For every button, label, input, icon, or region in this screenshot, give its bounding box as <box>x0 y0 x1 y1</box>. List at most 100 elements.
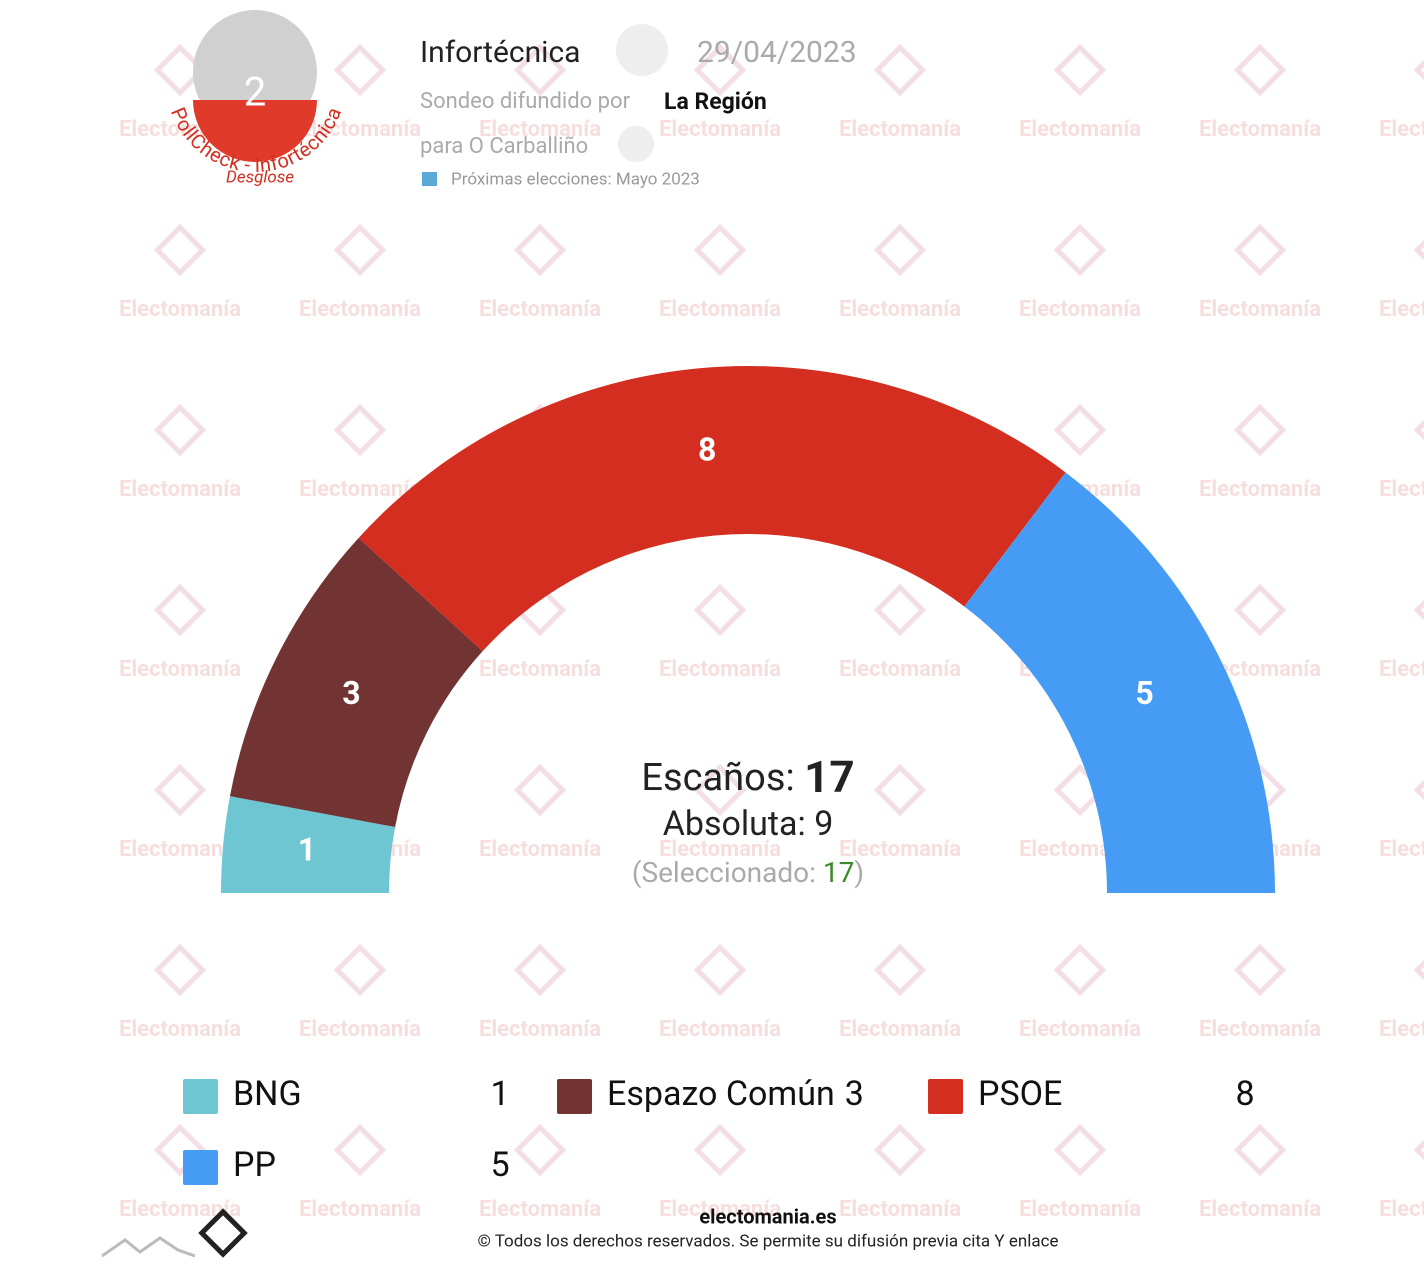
watermark-icon <box>1233 583 1287 637</box>
watermark-icon <box>1233 1123 1287 1177</box>
footer-line <box>101 1236 196 1258</box>
segment-label: 1 <box>298 831 316 869</box>
watermark-text: Electomanía <box>299 1197 421 1222</box>
watermark-text: Electomanía <box>1199 477 1321 502</box>
next-elections: Próximas elecciones: Mayo 2023 <box>451 169 700 189</box>
watermark-icon <box>873 763 927 817</box>
segment-label: 3 <box>342 674 360 712</box>
watermark-text: Electomanía <box>119 657 241 682</box>
watermark-text: Electomanía <box>299 297 421 322</box>
watermark-text: Electomanía <box>479 297 601 322</box>
watermark-text: Electomanía <box>479 837 601 862</box>
watermark-icon <box>693 1123 747 1177</box>
watermark-icon <box>1053 223 1107 277</box>
media[interactable]: La Región <box>664 88 767 115</box>
watermark-text: Electomanía <box>119 297 241 322</box>
watermark-icon <box>333 943 387 997</box>
footer-rights: © Todos los derechos reservados. Se perm… <box>477 1231 1058 1251</box>
watermark-text: Electomanía <box>1199 1017 1321 1042</box>
legend: BNG 1 Espazo Común 3 PSOE 8 PP 5 <box>183 1074 1255 1185</box>
watermark-icon <box>333 223 387 277</box>
legend-name: PP <box>233 1145 276 1185</box>
watermark-text: Electomanía <box>1199 297 1321 322</box>
watermark-icon <box>693 223 747 277</box>
watermark-text: Electomanía <box>1379 1197 1424 1222</box>
watermark-icon <box>513 223 567 277</box>
watermark-icon <box>1413 1123 1424 1177</box>
watermark-text: Electomanía <box>1379 657 1424 682</box>
watermark-text: Electomanía <box>119 1197 241 1222</box>
watermark-icon <box>513 43 567 97</box>
watermark-icon <box>873 583 927 637</box>
watermark-icon <box>1053 43 1107 97</box>
watermark-icon <box>153 43 207 97</box>
watermark-icon <box>153 763 207 817</box>
watermark-text: Electomanía <box>479 1197 601 1222</box>
watermark-icon <box>153 583 207 637</box>
watermark-text: Electomanía <box>299 117 421 142</box>
watermark-text: Electomanía <box>659 117 781 142</box>
watermark-text: Electomanía <box>1379 477 1424 502</box>
legend-icon <box>928 1079 963 1114</box>
watermark-icon <box>333 1123 387 1177</box>
badge-link[interactable]: Desglose <box>226 167 294 187</box>
selected-value: 17 <box>823 856 854 889</box>
watermark-icon <box>1053 943 1107 997</box>
majority-label: Absoluta: <box>663 804 806 844</box>
legend-icon <box>183 1150 218 1185</box>
watermark-text: Electomanía <box>479 1017 601 1042</box>
watermark-text: Electomanía <box>839 657 961 682</box>
watermark-icon <box>1053 403 1107 457</box>
watermark-icon <box>153 943 207 997</box>
watermark-icon <box>1233 43 1287 97</box>
watermark-text: Electomanía <box>839 297 961 322</box>
legend-value: 8 <box>1235 1074 1254 1114</box>
watermark-text: Electomanía <box>119 477 241 502</box>
pollster-logo <box>616 24 668 76</box>
watermark-text: Electomanía <box>1379 297 1424 322</box>
watermark-icon <box>1233 223 1287 277</box>
watermark-text: Electomanía <box>839 837 961 862</box>
legend-value: 3 <box>845 1074 864 1114</box>
watermark-icon <box>1413 43 1424 97</box>
watermark-icon <box>1053 1123 1107 1177</box>
legend-value: 1 <box>490 1074 509 1114</box>
seat-segment <box>964 472 1275 893</box>
watermark-icon <box>333 43 387 97</box>
watermark-icon <box>153 403 207 457</box>
ballot-icon <box>422 172 437 186</box>
watermark-icon <box>693 943 747 997</box>
legend-icon <box>183 1079 218 1114</box>
selected-label: (Seleccionado: <box>632 856 816 889</box>
segment-label: 5 <box>1135 674 1153 712</box>
watermark-icon <box>873 1123 927 1177</box>
selected: (Seleccionado: 17) <box>632 856 864 889</box>
watermark-icon <box>153 223 207 277</box>
watermark-icon <box>1413 763 1424 817</box>
date: 29/04/2023 <box>697 35 857 70</box>
watermark-text: Electomanía <box>659 297 781 322</box>
legend-name: PSOE <box>978 1074 1062 1114</box>
seat-segment <box>221 796 396 893</box>
watermark-text: Electomanía <box>1019 297 1141 322</box>
watermark-icon <box>1233 943 1287 997</box>
badge-number: 2 <box>244 69 266 116</box>
watermark-text: Electomanía <box>1379 837 1424 862</box>
watermark-text: Electomanía <box>839 117 961 142</box>
watermark-text: Electomanía <box>119 837 241 862</box>
spread-label: Sondeo difundido por <box>420 89 631 114</box>
watermark-text: Electomanía <box>839 1197 961 1222</box>
majority-value: 9 <box>814 804 833 844</box>
legend-icon <box>557 1079 592 1114</box>
majority: Absoluta: 9 <box>663 804 834 844</box>
footer-site[interactable]: electomania.es <box>699 1204 836 1228</box>
watermark-text: Electomanía <box>1379 117 1424 142</box>
watermark-icon <box>1413 403 1424 457</box>
pollster: Infortécnica <box>420 35 580 70</box>
watermark-icon <box>693 43 747 97</box>
watermark-icon <box>513 943 567 997</box>
seats-total: 17 <box>804 751 855 803</box>
watermark-icon <box>1233 403 1287 457</box>
watermark-text: Electomanía <box>659 837 781 862</box>
badge[interactable]: 2 PollCheck - Infortécnica Desglose <box>166 10 346 187</box>
